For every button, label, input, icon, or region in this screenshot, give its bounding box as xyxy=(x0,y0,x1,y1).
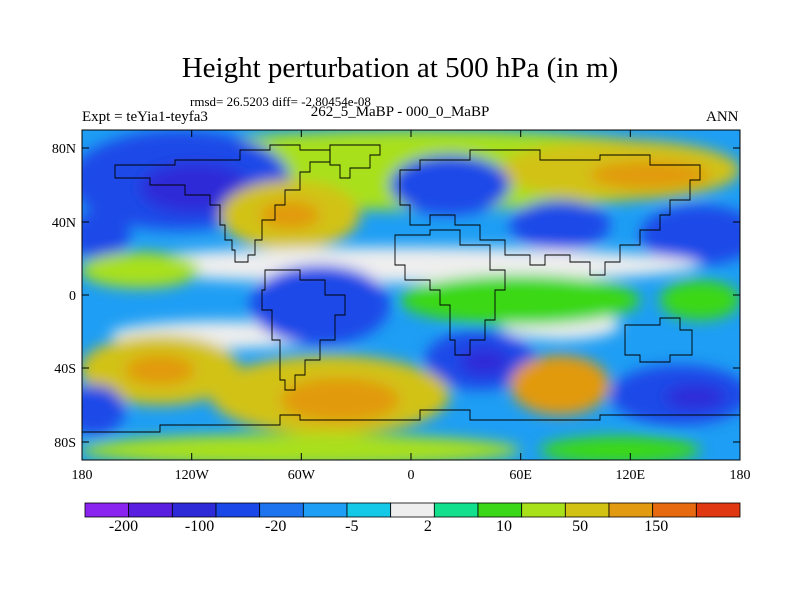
colorbar-box xyxy=(390,502,435,518)
colorbar-box xyxy=(171,502,217,518)
lat-tick-label: 40N xyxy=(52,216,76,231)
period-label: 262_5_MaBP - 000_0_MaBP xyxy=(310,104,490,120)
colorbar-box xyxy=(433,502,479,518)
colorbar-box xyxy=(128,502,173,518)
experiment-label: Expt = teYia1-teyfa3 xyxy=(82,109,208,125)
axis-ticks xyxy=(82,130,740,460)
colorbar-tick-label: -5 xyxy=(345,518,358,535)
lat-tick-label: 80N xyxy=(52,142,76,157)
colorbar-tick-label: -200 xyxy=(109,518,138,535)
stats-line: rmsd= 26.5203 diff= -2.80454e-08 xyxy=(190,94,371,109)
colorbar-tick-label: 2 xyxy=(424,518,432,535)
colorbar-box xyxy=(84,502,130,518)
colorbar-tick-label: -20 xyxy=(265,518,286,535)
colorbar-box xyxy=(695,502,741,518)
lat-tick-label: 80S xyxy=(54,436,76,451)
lon-tick-label: 0 xyxy=(408,468,415,483)
lat-tick-label: 40S xyxy=(54,362,76,377)
colorbar-box xyxy=(215,502,261,518)
lon-tick-label: 60W xyxy=(288,468,316,483)
colorbar-box xyxy=(521,502,566,518)
colorbar-tick-label: -100 xyxy=(185,518,214,535)
colorbar-box xyxy=(346,502,392,518)
colorbar-tick-label: 10 xyxy=(496,518,512,535)
lon-tick-label: 120W xyxy=(175,468,210,483)
colorbar-box xyxy=(564,502,610,518)
colorbar-box xyxy=(608,502,654,518)
colorbar-box xyxy=(477,502,523,518)
colorbar-box xyxy=(302,502,348,518)
map-title: Height perturbation at 500 hPa (in m) xyxy=(181,52,619,84)
colorbar-tick-label: 150 xyxy=(644,518,668,535)
season-label: ANN xyxy=(706,109,739,125)
colorbar-tick-label: 50 xyxy=(572,518,588,535)
lon-tick-label: 180 xyxy=(72,468,93,483)
colorbar-box xyxy=(259,502,304,518)
lon-tick-label: 60E xyxy=(509,468,532,483)
continent-outlines xyxy=(82,144,740,433)
colorbar-box xyxy=(652,502,697,518)
contour-field xyxy=(82,130,740,460)
colorbar: -200 -100 -20 -5 2 10 50 150 xyxy=(84,502,741,535)
lat-tick-label: 0 xyxy=(69,289,76,304)
lon-tick-label: 180 xyxy=(730,468,751,483)
lon-tick-label: 120E xyxy=(616,468,646,483)
